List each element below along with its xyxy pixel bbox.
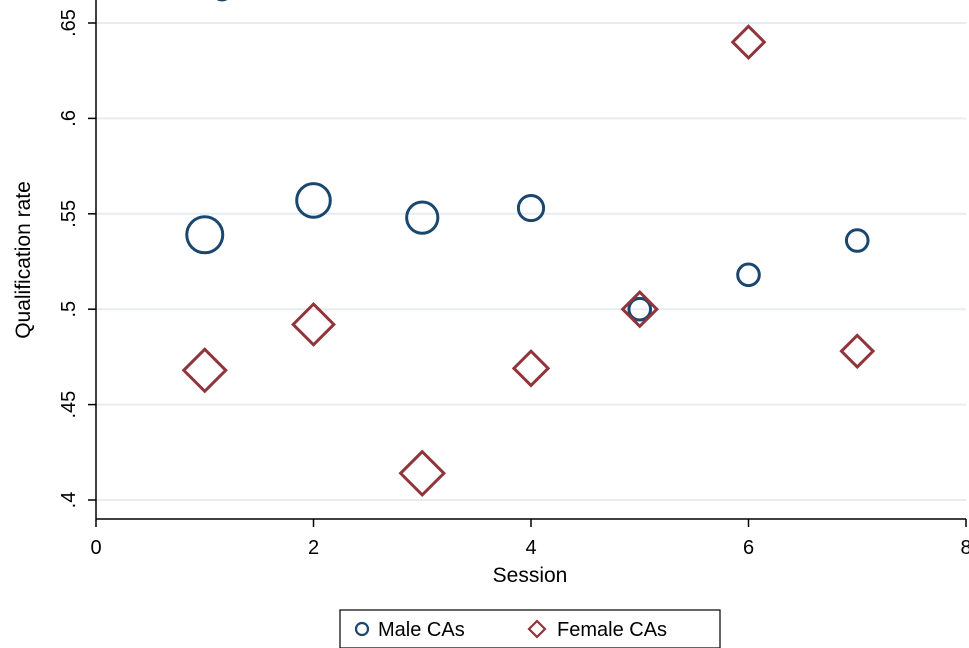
axes: .4 .45 .5 .55 .6 .65 0 2 4 6 8 xyxy=(58,0,969,559)
x-tick-label: 4 xyxy=(525,537,536,559)
y-axis-title: Qualification rate xyxy=(12,181,35,339)
male-ca-point xyxy=(185,215,225,255)
y-tick-label: .5 xyxy=(58,301,80,318)
x-tick-label: 8 xyxy=(960,537,969,559)
y-tick-label: .45 xyxy=(58,391,80,419)
legend-marker-diamond xyxy=(527,619,547,639)
x-tick-label: 6 xyxy=(743,537,754,559)
female-ca-point xyxy=(398,449,447,498)
legend: Male CAs Female CAs xyxy=(339,609,721,648)
female-ca-point xyxy=(839,333,876,370)
male-ca-point xyxy=(736,262,761,288)
female-ca-point xyxy=(291,301,336,347)
male-ca-point xyxy=(516,193,546,223)
y-tick-label: .6 xyxy=(58,110,80,127)
female-ca-point xyxy=(730,24,767,61)
legend-marker-circle xyxy=(354,621,370,637)
male-ca-point xyxy=(844,228,870,253)
male-ca-point xyxy=(295,182,332,219)
male-ca-point xyxy=(405,200,440,235)
x-tick-label: 2 xyxy=(308,537,319,559)
y-tick-label: .4 xyxy=(58,492,80,509)
female-ca-point xyxy=(511,349,551,388)
female-ca-point xyxy=(181,347,228,394)
female-ca-point xyxy=(620,289,659,329)
data-points xyxy=(181,0,876,498)
x-tick-label: 0 xyxy=(90,537,101,559)
gridlines xyxy=(96,22,966,501)
y-tick-label: .55 xyxy=(58,200,80,228)
male-ca-point xyxy=(627,296,653,322)
legend-label: Male CAs xyxy=(378,619,465,641)
y-tick-label: .65 xyxy=(58,9,80,37)
legend-label: Female CAs xyxy=(557,619,667,641)
x-axis-title: Session xyxy=(493,564,568,587)
